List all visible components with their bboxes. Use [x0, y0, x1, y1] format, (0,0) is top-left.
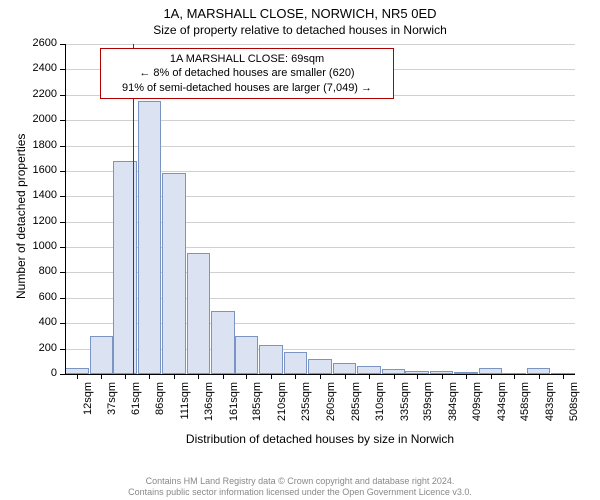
x-tick-label: 384sqm [447, 382, 459, 432]
histogram-bar [333, 363, 357, 374]
x-tick-label: 483sqm [544, 382, 556, 432]
x-tick-label: 458sqm [519, 382, 531, 432]
y-tick-label: 800 [25, 265, 57, 277]
x-tick-label: 310sqm [374, 382, 386, 432]
x-tick-label: 434sqm [496, 382, 508, 432]
footer-line-1: Contains HM Land Registry data © Crown c… [0, 476, 600, 487]
y-axis-line [65, 44, 66, 374]
y-tick-label: 1800 [25, 139, 57, 151]
y-tick-label: 1400 [25, 189, 57, 201]
y-tick-label: 2000 [25, 113, 57, 125]
x-tick-label: 210sqm [276, 382, 288, 432]
y-tick-label: 2600 [25, 37, 57, 49]
y-tick-label: 2400 [25, 62, 57, 74]
x-tick-label: 37sqm [106, 382, 118, 432]
footer-line-2: Contains public sector information licen… [0, 487, 600, 498]
x-tick-label: 12sqm [82, 382, 94, 432]
x-axis-label: Distribution of detached houses by size … [65, 432, 575, 446]
y-tick-label: 400 [25, 316, 57, 328]
x-tick-label: 260sqm [325, 382, 337, 432]
histogram-bar [138, 101, 162, 374]
annotation-line-1: 1A MARSHALL CLOSE: 69sqm [107, 52, 387, 66]
histogram-bar [235, 336, 259, 374]
x-tick-label: 335sqm [399, 382, 411, 432]
x-tick-label: 508sqm [568, 382, 580, 432]
histogram-bar [162, 173, 186, 374]
annotation-line-2: ← 8% of detached houses are smaller (620… [107, 66, 387, 80]
grid-line [65, 44, 575, 45]
histogram-bar [284, 352, 308, 374]
y-tick-label: 2200 [25, 88, 57, 100]
chart-title: 1A, MARSHALL CLOSE, NORWICH, NR5 0ED [0, 0, 600, 23]
histogram-bar [187, 253, 211, 374]
x-tick-label: 161sqm [228, 382, 240, 432]
y-tick-label: 1000 [25, 240, 57, 252]
x-tick-label: 235sqm [300, 382, 312, 432]
x-tick-label: 285sqm [350, 382, 362, 432]
y-tick-label: 600 [25, 291, 57, 303]
y-tick-label: 0 [25, 367, 57, 379]
histogram-bar [90, 336, 114, 374]
x-tick-label: 86sqm [154, 382, 166, 432]
footer-attribution: Contains HM Land Registry data © Crown c… [0, 476, 600, 498]
y-tick-label: 1600 [25, 164, 57, 176]
y-tick-label: 1200 [25, 215, 57, 227]
x-tick-label: 359sqm [422, 382, 434, 432]
x-tick-label: 61sqm [130, 382, 142, 432]
annotation-box: 1A MARSHALL CLOSE: 69sqm ← 8% of detache… [100, 48, 394, 99]
chart-container: { "title": "1A, MARSHALL CLOSE, NORWICH,… [0, 0, 600, 500]
x-tick-label: 136sqm [203, 382, 215, 432]
histogram-bar [259, 345, 283, 374]
x-axis-line [65, 374, 575, 375]
histogram-bar [357, 366, 381, 374]
y-tick-label: 200 [25, 342, 57, 354]
x-tick-label: 409sqm [471, 382, 483, 432]
histogram-bar [211, 311, 235, 374]
x-tick-label: 185sqm [251, 382, 263, 432]
annotation-line-3: 91% of semi-detached houses are larger (… [107, 81, 387, 95]
x-tick-label: 111sqm [179, 382, 191, 432]
chart-subtitle: Size of property relative to detached ho… [0, 23, 600, 39]
histogram-bar [308, 359, 332, 374]
